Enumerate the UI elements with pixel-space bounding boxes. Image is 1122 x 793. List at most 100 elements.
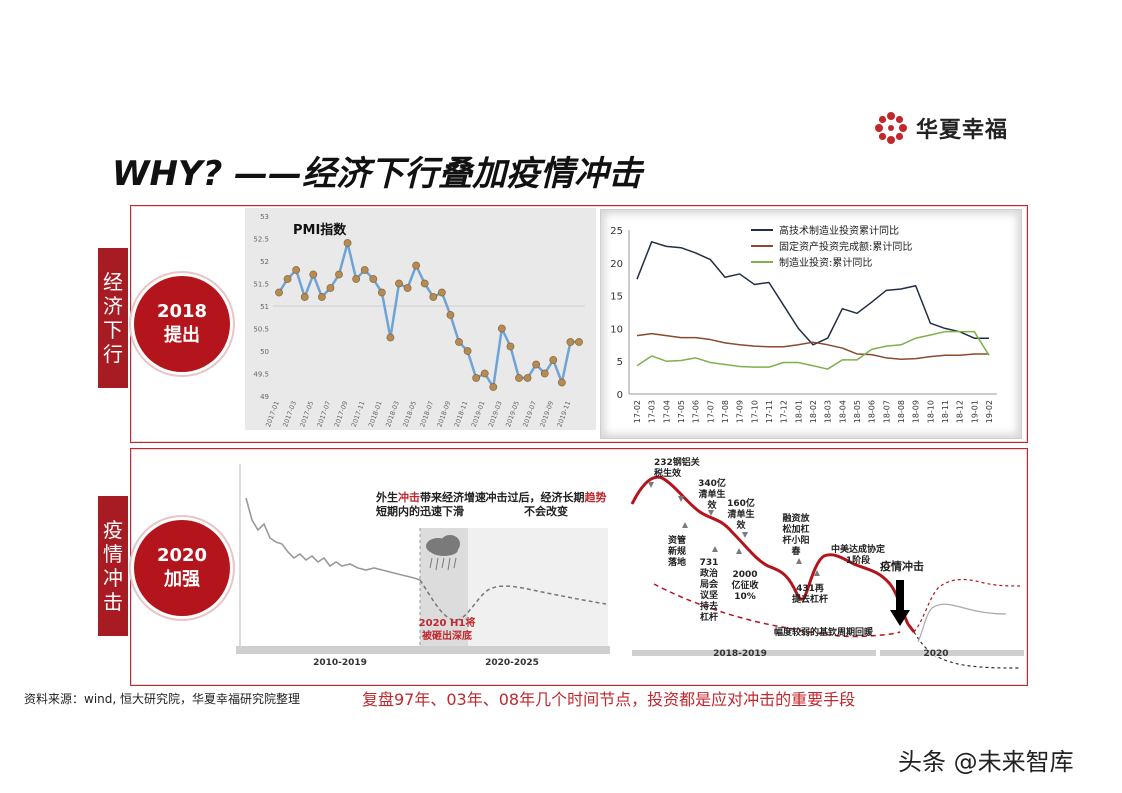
- pmi-data-point: [317, 293, 326, 301]
- pmi-data-point: [480, 369, 489, 378]
- x-tick-label: 2017-01: [264, 400, 281, 428]
- trade-war-timeline-chart: 2018-2019 2020: [630, 475, 1024, 669]
- pmi-data-point: [506, 342, 515, 351]
- covid-schematic-left: 2010-2019 2020-2025: [232, 458, 614, 672]
- pmi-data-point: [283, 275, 292, 283]
- x-tick-label: 17-06: [692, 400, 701, 423]
- logo-text: 华夏幸福: [916, 118, 1009, 143]
- event-annotation: 160亿清单生效: [727, 499, 755, 531]
- pmi-data-point: [446, 311, 455, 319]
- y-tick-label: 49.5: [253, 371, 269, 379]
- pmi-data-point: [575, 338, 583, 346]
- post-shock-line-low: [913, 631, 1021, 669]
- pmi-data-point: [343, 239, 352, 247]
- event-annotation: 2000亿征收10%: [731, 570, 759, 602]
- pmi-data-point: [566, 338, 575, 346]
- side-char: 下: [103, 318, 123, 342]
- x-tick-label: 17-07: [706, 400, 715, 423]
- trend-note-part: 不会改变: [524, 505, 568, 518]
- x-tick-label: 19-02: [985, 400, 994, 423]
- side-char: 行: [103, 342, 123, 366]
- legend-label: 高技术制造业投资累计同比: [779, 224, 899, 237]
- shock-note-part: 外生: [376, 491, 398, 504]
- badge-2018: 2018 提出: [134, 276, 230, 372]
- x-tick-label: 17-04: [662, 400, 671, 423]
- pmi-data-point: [292, 266, 301, 274]
- pmi-data-point: [463, 347, 472, 355]
- x-tick-label: 18-02: [809, 400, 818, 423]
- y-tick-label: 15: [610, 292, 623, 303]
- y-tick-label: 5: [617, 357, 623, 368]
- investment-chart: 0 5 10 15 20 25 17-02 17-03 17-04 17-05 17-06 17-07…: [610, 224, 997, 423]
- x-tick-label: 2019-03: [487, 400, 504, 428]
- shock-note-part: 带来经济增速短期内的迅速下滑: [376, 491, 486, 518]
- economic-trend-schematic: 2010-2019 2020-2025: [236, 464, 610, 668]
- shock-note: 外生冲击带来经济增速短期内的迅速下滑: [376, 491, 486, 519]
- period-label: 2010-2019: [313, 658, 367, 668]
- x-tick-label: 18-11: [941, 400, 950, 423]
- pmi-data-point: [335, 270, 343, 279]
- pmi-data-point: [412, 261, 421, 270]
- page-title: WHY? ——经济下行叠加疫情冲击: [112, 154, 643, 194]
- event-annotation: 融资放松加杠杆小阳春: [782, 514, 810, 557]
- y-tick-label: 49: [260, 393, 269, 401]
- pmi-data-point: [515, 374, 523, 382]
- x-tick-label: 18-07: [882, 400, 891, 423]
- period-label: 2020: [923, 649, 948, 659]
- conclusion-text: 复盘97年、03年、08年几个时间节点，投资都是应对冲击的重要手段: [362, 690, 856, 709]
- pmi-data-point: [489, 383, 498, 391]
- pmi-data-point: [540, 369, 549, 378]
- pmi-data-point: [369, 275, 378, 283]
- y-tick-label: 51: [260, 303, 269, 311]
- x-tick-label: 2017-07: [315, 400, 332, 428]
- pmi-data-point: [377, 288, 386, 297]
- badge-year: 2020: [156, 545, 208, 566]
- badge-2020: 2020 加强: [134, 520, 230, 616]
- y-tick-label: 25: [610, 226, 623, 237]
- side-char: 经: [103, 270, 123, 294]
- x-tick-label: 2019-09: [538, 400, 555, 428]
- flower-logo-icon: [875, 112, 907, 144]
- down-arrow-icon: [648, 482, 654, 488]
- series-line-1: [636, 241, 989, 346]
- badge-year: 2018: [156, 301, 208, 322]
- y-tick-label: 20: [610, 259, 623, 270]
- y-tick-label: 0: [617, 390, 623, 401]
- trough-label: 2020 H1将被砸出深底: [418, 618, 476, 642]
- x-tick-label: 17-10: [750, 400, 759, 423]
- up-arrow-icon: [796, 558, 802, 564]
- x-tick-label: 18-06: [868, 400, 877, 423]
- x-tick-label: 2018-01: [367, 400, 384, 428]
- x-tick-label: 17-03: [648, 400, 657, 423]
- pmi-data-point: [395, 279, 403, 288]
- y-tick-label: 50.5: [253, 326, 269, 334]
- trend-note-highlight: 趋势: [584, 491, 607, 504]
- x-tick-label: 2017-09: [333, 400, 350, 428]
- shock-note-highlight: 冲击: [398, 491, 420, 504]
- up-arrow-icon: [814, 570, 820, 576]
- x-tick-label: 18-12: [956, 400, 965, 423]
- economy-side-label: 经 济 下 行: [98, 248, 128, 388]
- event-annotation: 340亿清单生效: [698, 479, 726, 511]
- x-tick-label: 17-08: [721, 400, 730, 423]
- post-shock-line-mid: [917, 603, 1007, 643]
- covid-timeline-right: 2018-2019 2020: [628, 452, 1024, 676]
- x-tick-label: 18-10: [926, 400, 935, 423]
- pmi-data-point: [326, 284, 335, 292]
- storm-cloud-icon: [426, 535, 460, 571]
- chart-title: PMI指数: [293, 222, 347, 238]
- badge-text: 加强: [164, 569, 200, 590]
- side-char: 击: [103, 590, 123, 614]
- x-tick-label: 2019-01: [470, 400, 487, 428]
- pmi-data-point: [532, 360, 541, 369]
- y-tick-label: 53: [260, 213, 269, 221]
- x-tick-label: 2018-09: [435, 400, 452, 428]
- pmi-data-point: [309, 270, 318, 279]
- period-bar: [236, 646, 610, 654]
- pmi-data-point: [497, 324, 506, 333]
- event-annotation: 232钢铝关税生效: [654, 458, 700, 479]
- badge-text: 提出: [164, 325, 200, 346]
- trend-note: 冲击过后，经济长期趋势不会改变: [484, 491, 608, 519]
- pmi-data-point: [352, 275, 361, 283]
- event-annotation: 中美达成协定1阶段: [830, 545, 885, 566]
